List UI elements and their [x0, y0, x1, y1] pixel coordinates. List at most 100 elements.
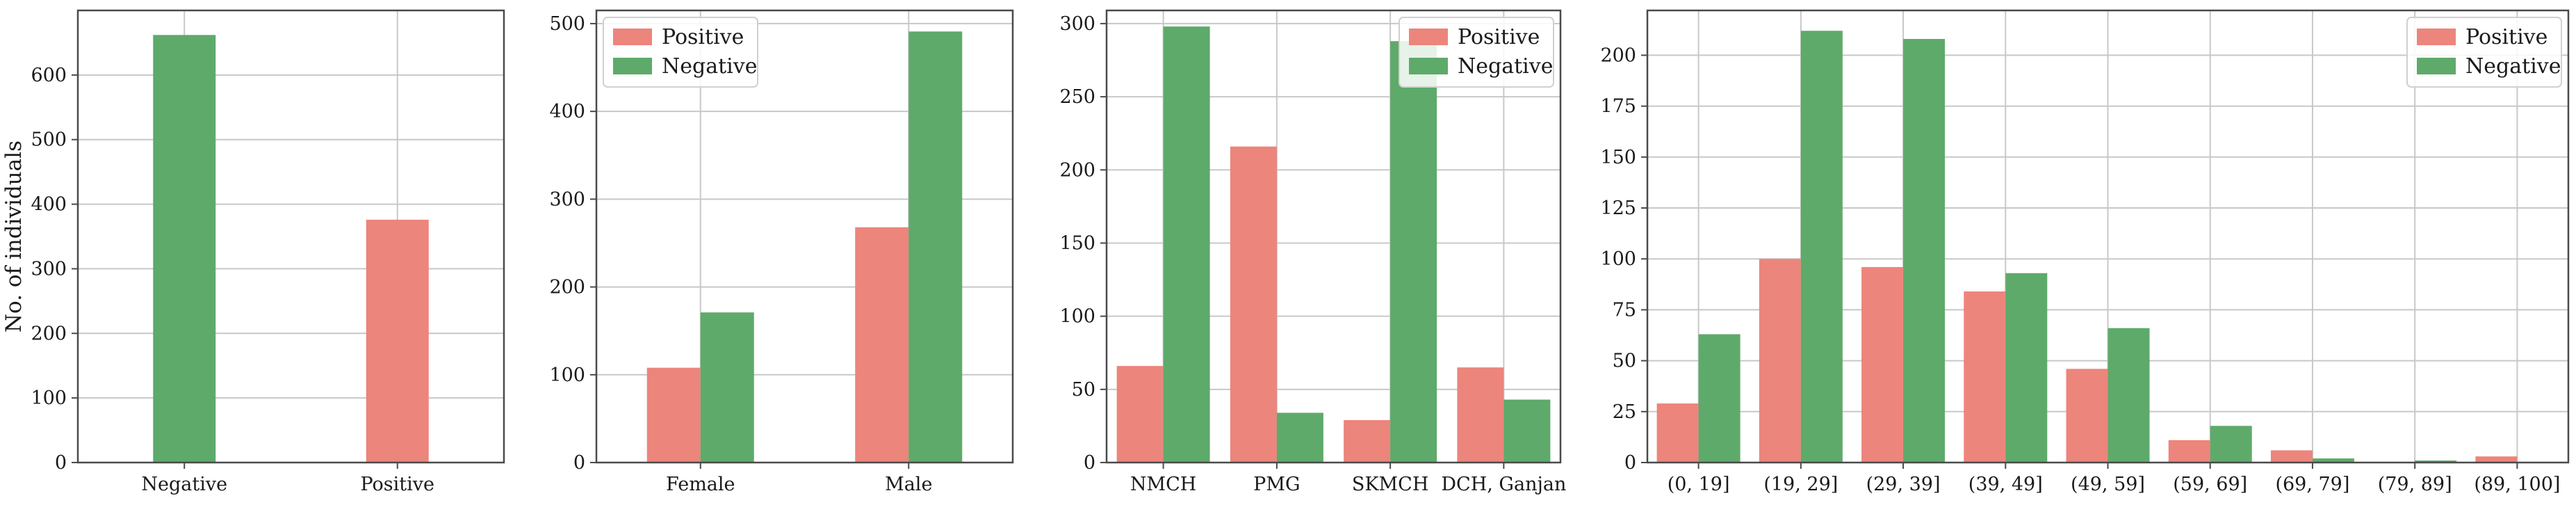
bar-positive — [1457, 367, 1504, 463]
x-tick-label: PMG — [1253, 474, 1300, 495]
bar-negative — [1503, 399, 1551, 463]
legend: Positive Negative — [1399, 17, 1554, 88]
chart-panel-4: 0 25 50 75 100 125 150 175 200 (0, 19] (19, 29] (29… — [1600, 9, 2570, 495]
bar-positive — [646, 367, 701, 463]
y-tick-label: 250 — [1059, 86, 1095, 108]
bar-positive — [1116, 366, 1164, 463]
y-tick-label: 175 — [1600, 96, 1636, 118]
y-tick-label: 100 — [1600, 248, 1636, 270]
y-tick-label: 200 — [1059, 159, 1095, 181]
y-tick-label: 0 — [1624, 452, 1636, 474]
bar-negative — [1800, 31, 1843, 463]
y-tick-label: 150 — [1600, 147, 1636, 168]
bar-negative — [1163, 26, 1210, 463]
bar-positive — [366, 219, 429, 463]
legend-swatch-negative — [1409, 58, 1448, 74]
x-tick-label: DCH, Ganjan — [1441, 474, 1566, 495]
y-tick-label: 600 — [31, 65, 67, 86]
chart-panel-3: 0 50 100 150 200 250 300 NMCH PMG SKMCH DCH, Ganja… — [1059, 9, 1566, 495]
y-tick-label: 100 — [1059, 306, 1095, 328]
bar-negative — [1698, 334, 1741, 463]
y-tick-label: 0 — [1084, 452, 1095, 474]
bar-positive — [2168, 440, 2210, 463]
y-tick-label: 300 — [31, 258, 67, 280]
bar-positive — [1861, 266, 1904, 463]
legend-swatch-positive — [1409, 29, 1448, 45]
x-tick-label: (0, 19] — [1668, 474, 1730, 495]
y-tick-label: 400 — [31, 194, 67, 216]
x-tick-label: (49, 59] — [2071, 474, 2145, 495]
y-tick-label: 200 — [1600, 45, 1636, 66]
plot-frame — [76, 9, 505, 464]
legend-label-negative: Negative — [662, 54, 757, 79]
bar-positive — [2066, 369, 2108, 463]
bar-negative — [1390, 41, 1437, 463]
bar-negative — [2108, 328, 2150, 463]
legend-swatch-negative — [613, 58, 652, 74]
x-tick-label: (69, 79] — [2275, 474, 2349, 495]
plot-frame — [1105, 9, 1562, 464]
bar-positive — [1656, 403, 1699, 463]
x-tick-label: (59, 69] — [2173, 474, 2247, 495]
y-axis-label: No. of individuals — [1, 140, 26, 332]
x-tick-label: (79, 89] — [2378, 474, 2452, 495]
y-tick-label: 50 — [1072, 379, 1095, 401]
y-tick-label: 500 — [549, 13, 585, 35]
bar-negative — [1903, 38, 1946, 463]
x-tick-label: NMCH — [1130, 474, 1196, 495]
y-tick-label: 200 — [31, 323, 67, 344]
x-tick-label: (29, 39] — [1866, 474, 1941, 495]
legend: Positive Negative — [603, 17, 758, 88]
legend-label-positive: Positive — [1458, 25, 1540, 49]
y-tick-label: 0 — [573, 452, 585, 474]
x-tick-label: SKMCH — [1352, 474, 1429, 495]
bar-positive — [1230, 146, 1277, 463]
y-tick-label: 50 — [1613, 351, 1636, 372]
y-tick-label: 150 — [1059, 232, 1095, 254]
legend-label-negative: Negative — [1458, 54, 1553, 79]
x-tick-label: (89, 100] — [2474, 474, 2560, 495]
bar-negative — [700, 312, 754, 463]
y-tick-label: 100 — [31, 387, 67, 409]
bar-negative — [2312, 458, 2354, 463]
x-tick-label: (39, 49] — [1968, 474, 2043, 495]
chart-panel-2: 0 100 200 300 400 500 Female Male Positive Negati… — [549, 9, 1014, 495]
legend: Positive Negative — [2406, 17, 2562, 88]
chart-panel-1: 0 100 200 300 400 500 600 Negative Positive No. o… — [1, 9, 505, 495]
bar-negative — [2210, 426, 2252, 463]
legend-label-positive: Positive — [662, 25, 744, 49]
plot-frame — [595, 9, 1014, 464]
bar-positive — [1964, 291, 2006, 463]
bar-positive — [1344, 419, 1391, 463]
y-tick-label: 100 — [549, 364, 585, 386]
x-tick-label: (19, 29] — [1763, 474, 1838, 495]
x-tick-label: Positive — [360, 474, 434, 495]
x-tick-label: Female — [666, 474, 735, 495]
bar-positive — [2270, 450, 2313, 463]
legend-swatch-negative — [2417, 58, 2456, 74]
x-tick-label: Negative — [141, 474, 227, 495]
legend-label-positive: Positive — [2465, 25, 2548, 49]
bar-negative — [2005, 273, 2048, 463]
bar-negative — [1276, 412, 1323, 463]
y-tick-label: 300 — [1059, 13, 1095, 35]
bar-positive — [1759, 259, 1801, 463]
y-tick-label: 300 — [549, 188, 585, 210]
x-tick-label: Male — [885, 474, 932, 495]
bar-positive — [2475, 456, 2518, 463]
legend-label-negative: Negative — [2465, 54, 2561, 79]
y-tick-label: 400 — [549, 101, 585, 122]
legend-swatch-positive — [2417, 29, 2456, 45]
y-tick-label: 500 — [31, 129, 67, 151]
bar-negative — [908, 31, 963, 463]
y-tick-label: 200 — [549, 277, 585, 298]
y-tick-label: 75 — [1613, 299, 1636, 321]
bar-negative — [153, 35, 216, 463]
bar-positive — [855, 227, 909, 463]
y-tick-label: 25 — [1613, 401, 1636, 423]
y-tick-label: 125 — [1600, 198, 1636, 219]
legend-swatch-positive — [613, 29, 652, 45]
y-tick-label: 0 — [55, 452, 67, 474]
bar-negative — [2415, 460, 2457, 463]
